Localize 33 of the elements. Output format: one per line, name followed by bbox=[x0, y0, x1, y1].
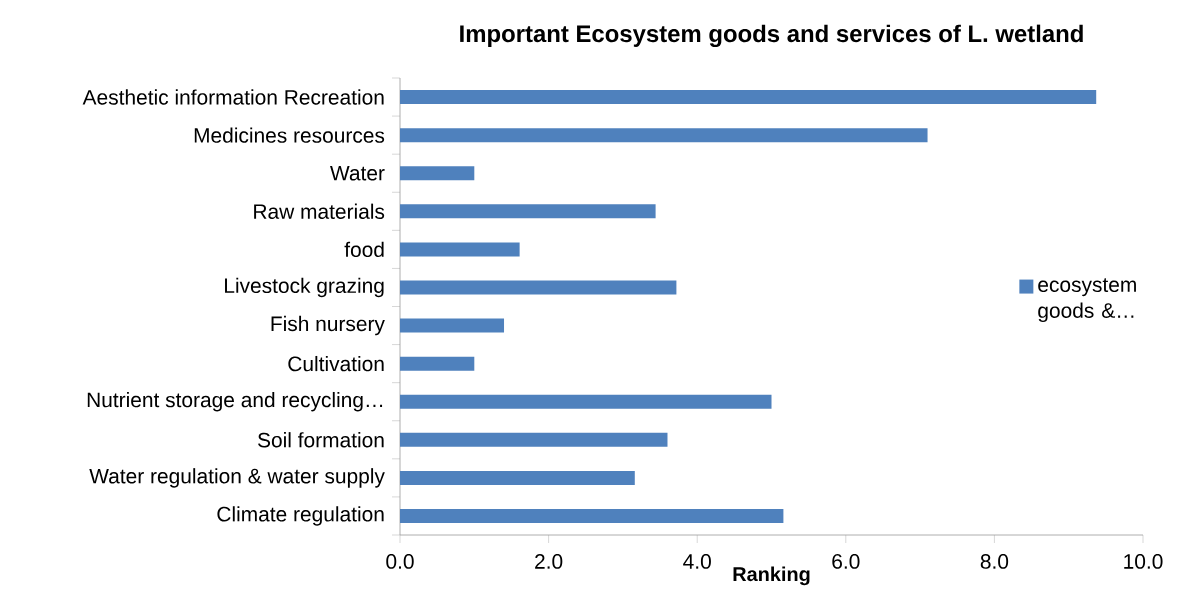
y-tick-label: Water bbox=[330, 165, 385, 181]
bar bbox=[400, 90, 1097, 105]
y-tick-label: Water regulation & water supply bbox=[89, 468, 385, 488]
x-tick-label: 0.0 bbox=[386, 554, 414, 569]
x-tick-label: 10.0 bbox=[1124, 554, 1163, 569]
x-axis-title: Ranking bbox=[733, 566, 810, 586]
bar bbox=[400, 432, 668, 447]
bar bbox=[400, 204, 656, 219]
x-tick-label: 6.0 bbox=[832, 554, 860, 569]
x-tick-label: 2.0 bbox=[535, 554, 563, 569]
x-tick-label: 4.0 bbox=[683, 554, 711, 569]
bar bbox=[400, 508, 784, 523]
y-tick-label: Livestock grazing bbox=[225, 277, 384, 298]
bar bbox=[400, 356, 475, 371]
chart-title: Important Ecosystem goods and services of L. wetland bbox=[460, 24, 1083, 47]
y-tick-label: Raw materials bbox=[254, 203, 385, 219]
bar bbox=[400, 470, 635, 485]
bar bbox=[400, 394, 772, 409]
bar bbox=[400, 318, 505, 333]
y-tick-label: Medicines resources bbox=[194, 127, 385, 143]
bar bbox=[400, 280, 677, 295]
y-tick-label: Nutrient storage and recycling… bbox=[87, 391, 383, 412]
y-tick-label: Cultivation bbox=[288, 355, 384, 372]
y-tick-label: Fish nursery bbox=[271, 315, 385, 336]
y-tick-label: Aesthetic information Recreation bbox=[82, 89, 384, 105]
x-tick-label: 8.0 bbox=[980, 554, 1009, 569]
bar bbox=[400, 242, 520, 257]
y-tick-label: Climate regulation bbox=[217, 506, 384, 526]
bar bbox=[400, 128, 928, 143]
y-tick-label: food bbox=[344, 241, 384, 258]
y-tick-label: Soil formation bbox=[257, 432, 384, 448]
legend-label: ecosystem goods &… bbox=[1038, 278, 1136, 323]
bar bbox=[400, 166, 475, 181]
